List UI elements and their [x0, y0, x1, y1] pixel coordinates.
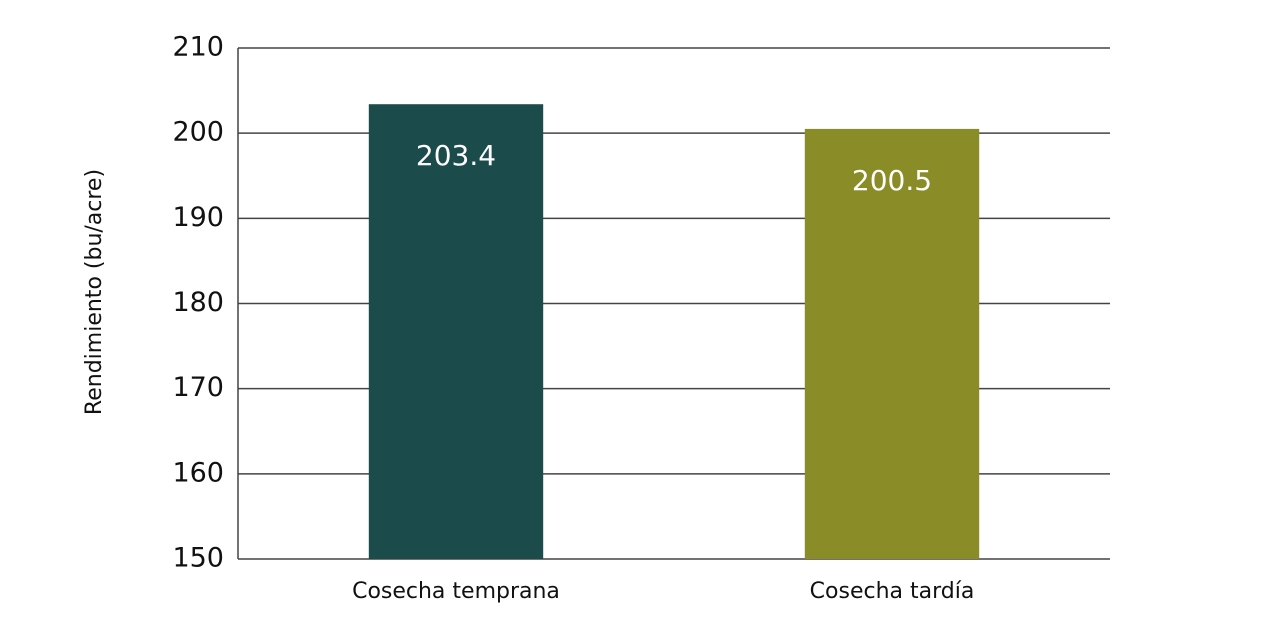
value-label: 203.4: [416, 139, 496, 172]
y-tick-label: 170: [172, 372, 224, 403]
y-tick-label: 200: [172, 117, 224, 148]
y-axis-label: Rendimiento (bu/acre): [82, 169, 107, 415]
value-label: 200.5: [852, 164, 932, 197]
y-tick-label: 150: [172, 543, 224, 574]
bar: [804, 128, 980, 560]
y-tick-label: 190: [172, 202, 224, 233]
x-tick-label: Cosecha temprana: [352, 579, 560, 604]
y-tick-label: 160: [172, 457, 224, 488]
y-tick-label: 210: [172, 32, 224, 63]
y-tick-label: 180: [172, 287, 224, 318]
x-tick-label: Cosecha tardía: [810, 579, 975, 604]
bar: [368, 104, 544, 560]
